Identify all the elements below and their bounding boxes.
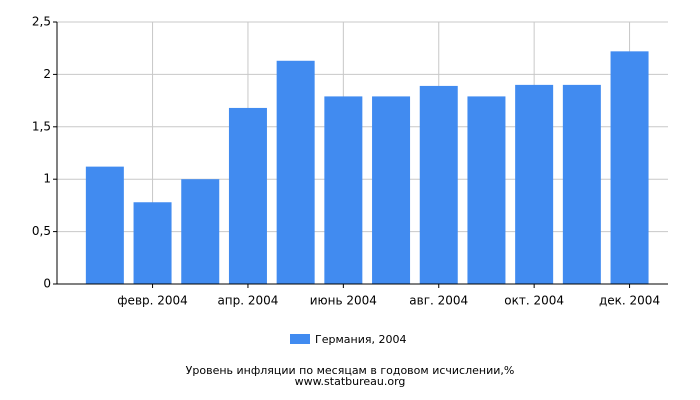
- y-tick-label: 0,5: [32, 224, 51, 238]
- bar: [133, 202, 172, 284]
- y-tick-label: 0: [43, 277, 51, 291]
- chart-title: Уровень инфляции по месяцам в годовом ис…: [186, 364, 515, 377]
- y-tick-label: 1: [43, 172, 51, 186]
- bar: [515, 84, 554, 284]
- legend-label: Германия, 2004: [315, 333, 406, 346]
- bar: [324, 96, 363, 285]
- bar: [610, 51, 649, 285]
- bar: [228, 107, 267, 284]
- x-tick-label: окт. 2004: [504, 294, 564, 308]
- bar: [372, 96, 411, 285]
- bar: [181, 179, 220, 284]
- bar: [467, 96, 506, 285]
- y-tick-label: 1,5: [32, 119, 51, 133]
- x-tick-label: июнь 2004: [310, 294, 377, 308]
- bar: [419, 85, 458, 284]
- x-tick-label: февр. 2004: [117, 294, 188, 308]
- legend-swatch: [290, 334, 310, 344]
- chart-subtitle: www.statbureau.org: [295, 375, 406, 388]
- bar: [85, 166, 124, 284]
- x-tick-label: авг. 2004: [409, 294, 468, 308]
- bar: [562, 84, 601, 284]
- bar: [276, 60, 315, 284]
- x-tick-label: дек. 2004: [599, 294, 660, 308]
- y-tick-label: 2: [43, 67, 51, 81]
- y-tick-label: 2,5: [32, 15, 51, 29]
- x-tick-label: апр. 2004: [217, 294, 278, 308]
